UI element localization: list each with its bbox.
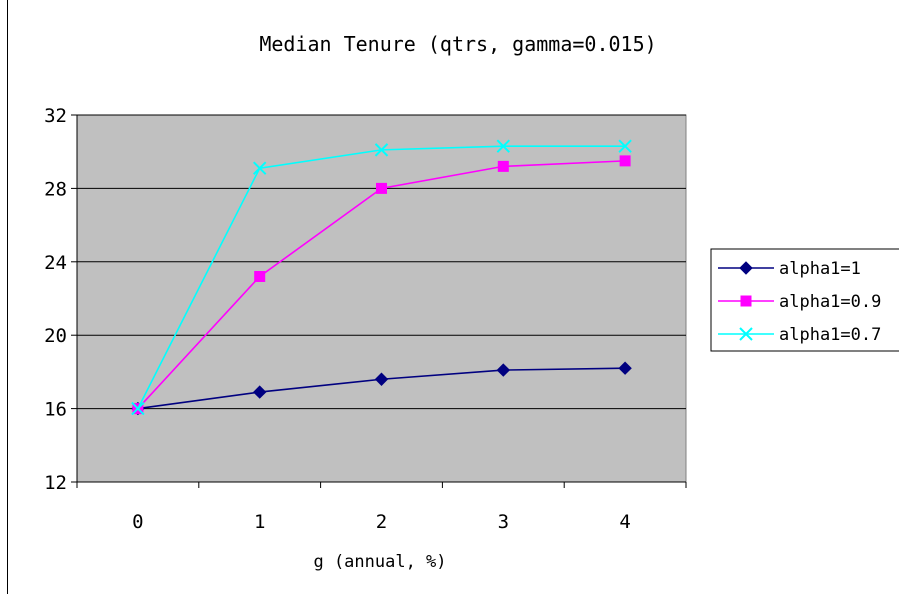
data-point — [252, 161, 267, 175]
legend-item: alpha1=1 — [718, 259, 861, 279]
y-tick-label: 12 — [44, 472, 67, 494]
data-point — [254, 270, 266, 282]
legend-marker — [739, 327, 753, 341]
marker-stroke — [374, 143, 389, 157]
data-point — [252, 385, 267, 399]
legend: alpha1=1 alpha1=0.9 alpha1=0.7 — [710, 248, 899, 352]
marker-stroke — [739, 327, 753, 341]
x-tick-label: 0 — [132, 511, 143, 533]
x-tick-label: 2 — [376, 511, 387, 533]
y-tick-label: 20 — [44, 325, 67, 347]
data-point — [618, 139, 632, 153]
marker-stroke — [131, 401, 145, 416]
y-tick-label: 16 — [44, 399, 67, 421]
legend-label: alpha1=0.9 — [779, 292, 881, 312]
y-tick-label: 24 — [44, 252, 67, 274]
plot-area — [76, 114, 687, 483]
series-layer — [131, 139, 632, 416]
axes — [71, 114, 687, 488]
chart-title: Median Tenure (qtrs, gamma=0.015) — [259, 32, 656, 56]
x-tick-labels: 0 1 2 3 4 — [132, 511, 631, 533]
data-point — [618, 361, 632, 375]
x-tick-label: 3 — [498, 511, 509, 533]
y-tick-label: 28 — [44, 178, 67, 200]
chart-frame — [7, 0, 899, 594]
y-tick-labels: 12 16 20 24 28 32 — [44, 105, 67, 494]
data-point — [497, 160, 509, 172]
data-point — [376, 182, 387, 194]
marker-stroke — [618, 139, 632, 153]
x-tick-label: 4 — [619, 511, 630, 533]
data-point — [374, 143, 389, 157]
marker-stroke — [496, 139, 511, 153]
legend-marker — [739, 261, 753, 275]
legend-label: alpha1=0.7 — [779, 325, 881, 345]
data-point — [619, 155, 631, 167]
data-point — [374, 372, 389, 386]
data-point — [496, 363, 511, 377]
data-point — [131, 401, 145, 416]
legend-item: alpha1=0.7 — [718, 325, 881, 345]
marker-stroke — [252, 161, 267, 175]
y-tick-label: 32 — [44, 105, 67, 127]
x-tick-label: 1 — [254, 511, 265, 533]
data-point — [496, 139, 511, 153]
series-2 — [131, 139, 632, 416]
legend-label: alpha1=1 — [779, 259, 861, 279]
legend-item: alpha1=0.9 — [718, 292, 881, 312]
x-axis-title: g (annual, %) — [313, 552, 446, 572]
legend-marker — [740, 295, 752, 307]
